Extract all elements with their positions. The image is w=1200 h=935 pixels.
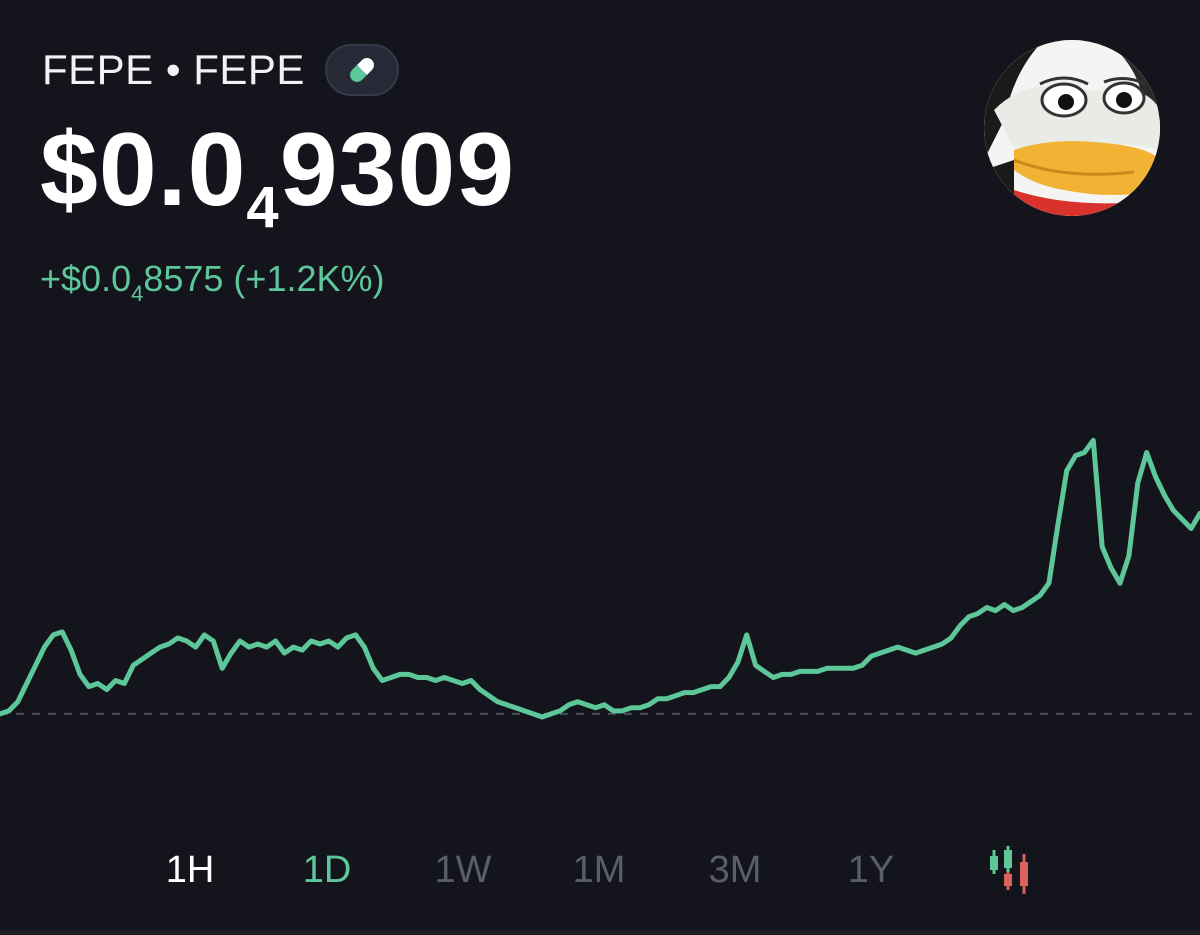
price-line (0, 437, 1200, 720)
token-name-row: FEPE • FEPE (42, 40, 399, 100)
pill-icon (349, 58, 374, 82)
change-prefix: +$0.0 (40, 258, 132, 299)
price-digits: 9309 (279, 112, 516, 228)
price-chart[interactable] (0, 380, 1200, 760)
token-header: FEPE • FEPE (42, 40, 399, 100)
token-name: FEPE • FEPE (42, 46, 305, 93)
candlestick-toggle-button[interactable] (988, 844, 1034, 896)
tab-1w[interactable]: 1W (434, 849, 492, 891)
price-change: +$0.048575 (+1.2K%) (40, 258, 385, 306)
candlestick-icon (990, 846, 1028, 894)
change-digits: 8575 (+1.2K%) (143, 258, 385, 299)
time-range-tabs: 1H 1D 1W 1M 3M 1Y (0, 840, 1200, 900)
price-prefix: $0.0 (40, 112, 247, 228)
tab-3m[interactable]: 3M (708, 849, 762, 891)
pepe-avatar-image (984, 40, 1160, 216)
token-price: $0.049309 (40, 118, 515, 237)
tab-1d[interactable]: 1D (302, 849, 352, 891)
tab-1y[interactable]: 1Y (847, 849, 895, 891)
price-zero-count: 4 (246, 175, 280, 240)
bottom-divider (0, 930, 1200, 935)
tab-1h[interactable]: 1H (165, 849, 215, 891)
change-zero-count: 4 (131, 281, 144, 306)
tab-1m[interactable]: 1M (572, 849, 626, 891)
pepe-avatar[interactable] (984, 40, 1160, 216)
pill-badge[interactable] (324, 44, 399, 96)
